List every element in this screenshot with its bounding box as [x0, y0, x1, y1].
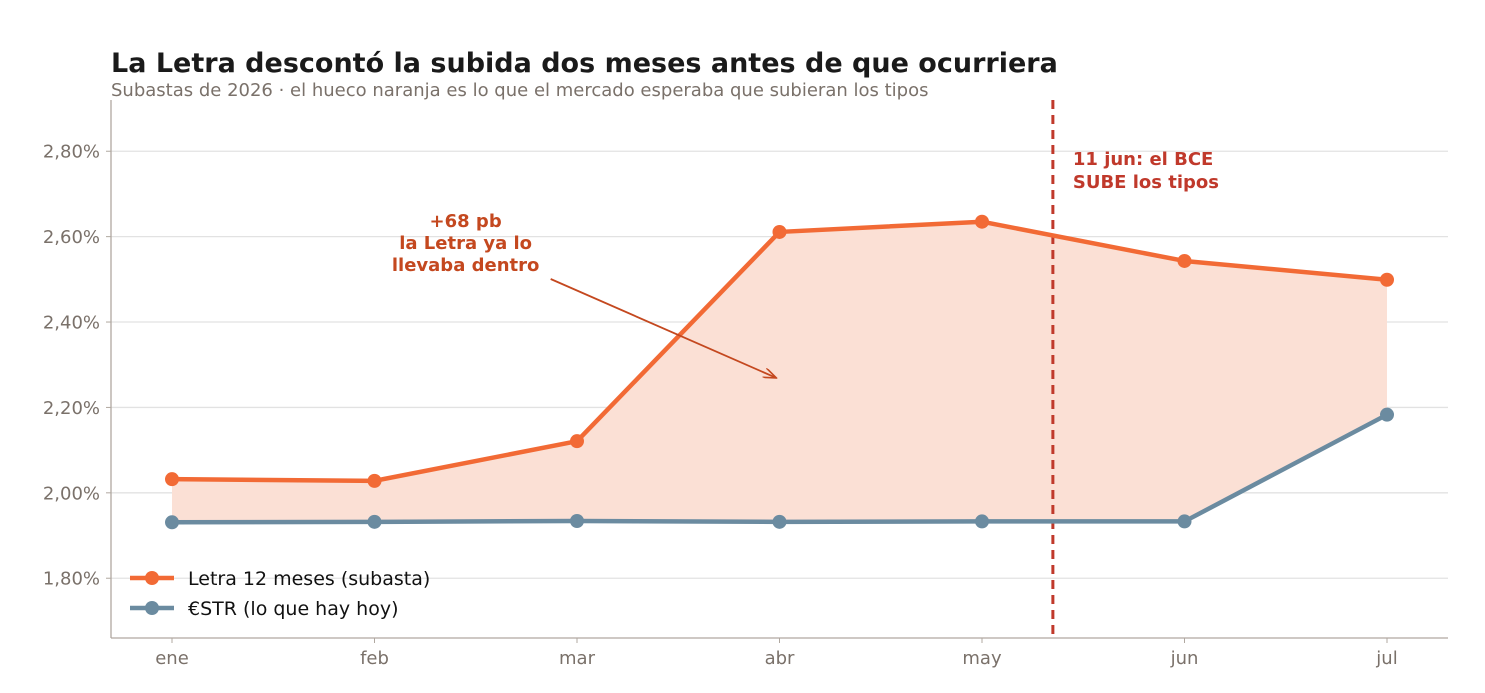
legend-label: €STR (lo que hay hoy) [188, 598, 398, 620]
y-tick-label: 2,80% [43, 142, 100, 163]
data-point-letra [772, 224, 787, 239]
y-tick-label: 2,20% [43, 398, 100, 419]
x-tick-label: jul [1375, 648, 1397, 669]
annotation-arrow [550, 278, 776, 378]
y-tick-label: 2,00% [43, 483, 100, 504]
data-point-estr [772, 514, 787, 529]
y-tick-label: 2,40% [43, 313, 100, 334]
data-point-estr [1380, 407, 1394, 422]
data-point-letra [1380, 272, 1394, 287]
gap-area [172, 221, 1387, 523]
data-point-estr [975, 514, 989, 529]
data-point-estr [165, 515, 179, 530]
x-tick-label: feb [360, 648, 389, 669]
legend-swatch-marker [145, 601, 159, 615]
x-tick-label: ene [155, 648, 189, 669]
data-point-estr [1177, 514, 1192, 529]
x-tick-label: jun [1170, 648, 1199, 669]
annotation-label: la Letra ya lo [399, 233, 532, 254]
data-point-letra [1177, 253, 1192, 268]
data-point-estr [367, 514, 382, 529]
annotation-label: llevaba dentro [392, 255, 539, 276]
annotation-label: +68 pb [430, 211, 502, 232]
y-tick-label: 1,80% [43, 569, 100, 590]
data-point-letra [165, 472, 179, 487]
x-tick-label: abr [765, 648, 795, 669]
legend-swatch-marker [145, 571, 159, 585]
data-point-estr [570, 514, 584, 529]
data-point-letra [570, 434, 584, 449]
chart-title: La Letra descontó la subida dos meses an… [111, 48, 1058, 79]
event-label: SUBE los tipos [1073, 172, 1219, 193]
chart-subtitle: Subastas de 2026 · el hueco naranja es l… [111, 80, 929, 101]
event-label: 11 jun: el BCE [1073, 149, 1213, 170]
x-tick-label: may [962, 648, 1002, 669]
data-point-letra [975, 214, 989, 229]
y-tick-label: 2,60% [43, 227, 100, 248]
x-tick-label: mar [559, 648, 596, 669]
legend-label: Letra 12 meses (subasta) [188, 568, 430, 590]
data-point-letra [367, 473, 382, 488]
